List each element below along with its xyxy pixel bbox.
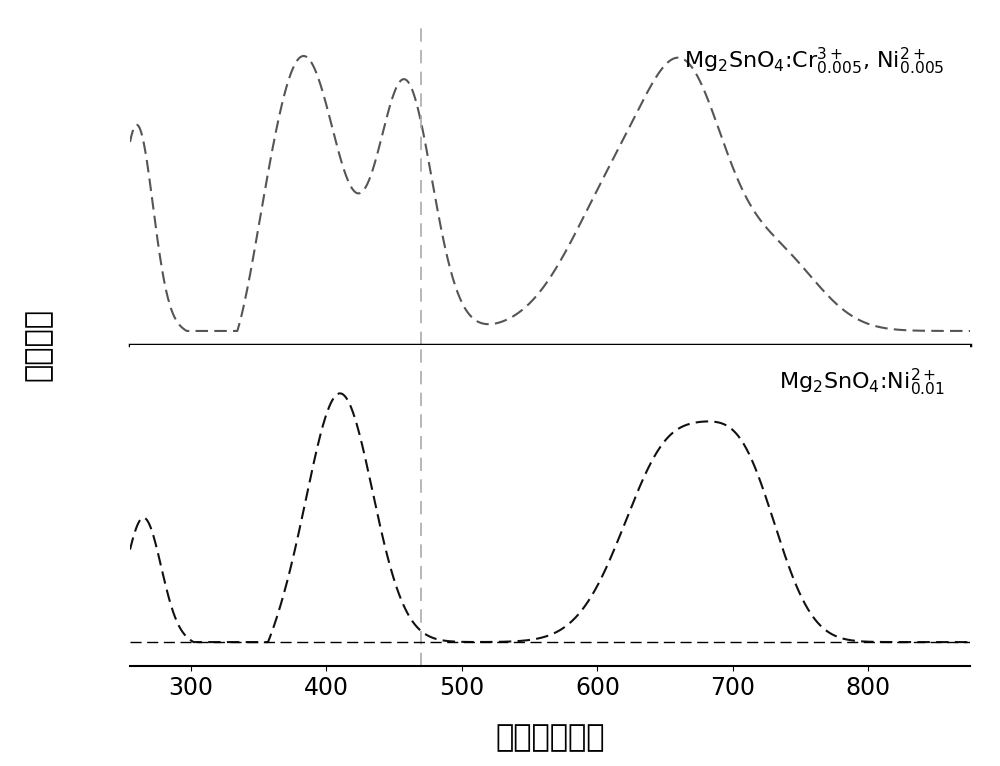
Text: 相对强度: 相对强度: [24, 308, 52, 381]
Text: Mg$_2$SnO$_4$:Cr$^{3+}_{0.005}$, Ni$^{2+}_{0.005}$: Mg$_2$SnO$_4$:Cr$^{3+}_{0.005}$, Ni$^{2+…: [684, 45, 945, 77]
Text: 波长（纳米）: 波长（纳米）: [495, 723, 605, 752]
Text: Mg$_2$SnO$_4$:Ni$^{2+}_{0.01}$: Mg$_2$SnO$_4$:Ni$^{2+}_{0.01}$: [779, 367, 945, 398]
